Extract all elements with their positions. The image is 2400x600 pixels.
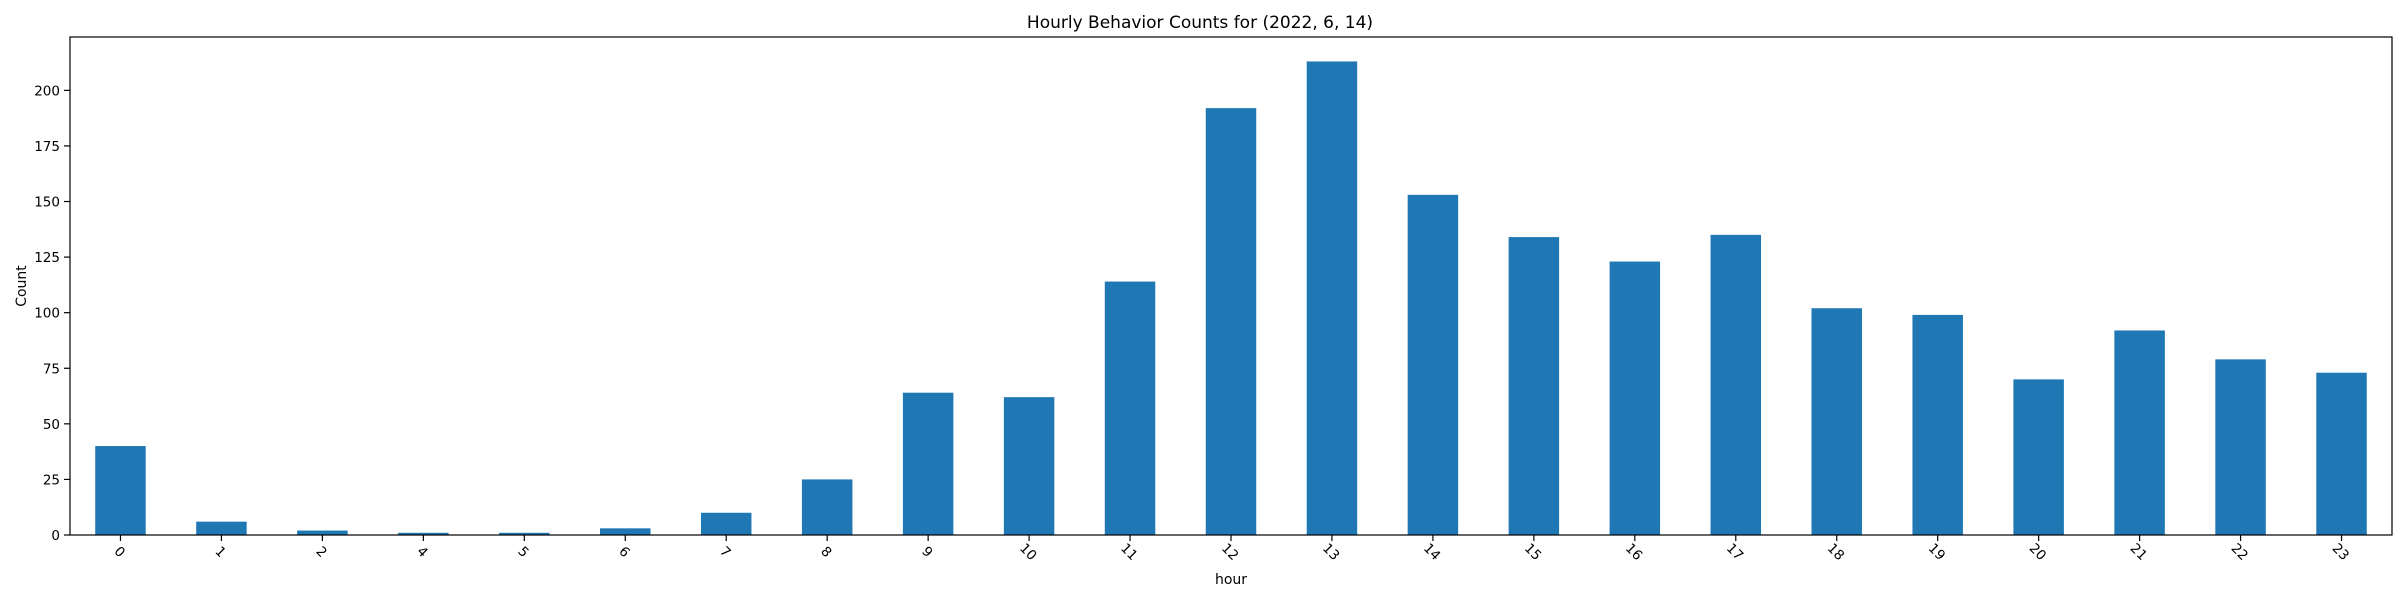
y-tick-label: 75 bbox=[43, 361, 60, 377]
bar-hour-18 bbox=[1811, 308, 1862, 535]
y-axis: 0 25 50 75 100 125 150 175 200 bbox=[34, 83, 70, 544]
bar-hour-17 bbox=[1710, 234, 1762, 535]
bar-hour-19 bbox=[1912, 314, 1963, 535]
y-tick-label: 50 bbox=[43, 417, 60, 433]
x-tick-label: 21 bbox=[2127, 540, 2150, 563]
y-axis-label: Count bbox=[14, 265, 30, 307]
x-tick-label: 18 bbox=[1824, 540, 1847, 563]
bars-group bbox=[95, 61, 2367, 536]
bar-hour-23 bbox=[2316, 372, 2367, 535]
x-tick-label: 10 bbox=[1016, 540, 1039, 563]
x-tick-label: 19 bbox=[1925, 540, 1948, 563]
y-tick-label: 25 bbox=[43, 472, 60, 488]
x-tick-label: 4 bbox=[413, 543, 430, 560]
bar-hour-15 bbox=[1508, 237, 1560, 535]
x-tick-label: 20 bbox=[2026, 540, 2049, 563]
bar-hour-4 bbox=[398, 532, 449, 535]
x-tick-label: 5 bbox=[514, 543, 531, 560]
bar-hour-21 bbox=[2114, 330, 2165, 535]
y-tick-label: 0 bbox=[51, 528, 60, 544]
x-axis: 0 1 2 4 5 6 7 8 9 10 11 12 13 14 15 16 17 18 19 20 21 22 23 bbox=[111, 535, 2352, 564]
y-tick-label: 125 bbox=[34, 250, 60, 266]
x-tick-label: 6 bbox=[615, 543, 632, 560]
x-tick-label: 23 bbox=[2329, 540, 2352, 563]
x-tick-label: 9 bbox=[918, 543, 935, 560]
bar-hour-5 bbox=[499, 532, 550, 535]
bar-hour-22 bbox=[2215, 359, 2266, 535]
x-tick-label: 11 bbox=[1117, 540, 1140, 563]
bar-hour-14 bbox=[1407, 194, 1459, 536]
x-axis-label: hour bbox=[1215, 572, 1247, 588]
x-tick-label: 7 bbox=[716, 543, 733, 560]
x-tick-label: 8 bbox=[817, 543, 834, 560]
x-tick-label: 2 bbox=[313, 543, 330, 560]
bar-hour-0 bbox=[95, 446, 146, 535]
bar-hour-10 bbox=[1003, 397, 1055, 535]
plot-frame bbox=[69, 36, 2393, 536]
bar-hour-6 bbox=[600, 528, 651, 535]
chart-title: Hourly Behavior Counts for (2022, 6, 14) bbox=[1027, 13, 1373, 33]
x-tick-label: 15 bbox=[1521, 540, 1544, 563]
x-tick-label: 0 bbox=[111, 543, 128, 560]
bar-hour-2 bbox=[297, 530, 348, 535]
x-tick-label: 22 bbox=[2228, 540, 2251, 563]
x-tick-label: 12 bbox=[1218, 540, 1241, 563]
y-tick-label: 200 bbox=[34, 83, 60, 99]
bar-hour-1 bbox=[196, 521, 247, 535]
y-tick-label: 100 bbox=[34, 306, 60, 322]
x-tick-label: 1 bbox=[212, 543, 229, 560]
x-tick-label: 13 bbox=[1319, 540, 1342, 563]
bar-hour-8 bbox=[801, 479, 853, 535]
x-tick-label: 14 bbox=[1420, 540, 1443, 563]
x-tick-label: 17 bbox=[1723, 540, 1746, 563]
y-tick-label: 175 bbox=[34, 139, 60, 155]
bar-hour-9 bbox=[902, 392, 954, 535]
bar-hour-20 bbox=[2013, 379, 2064, 535]
bar-hour-12 bbox=[1205, 108, 1257, 536]
y-tick-label: 150 bbox=[34, 195, 60, 211]
bar-hour-7 bbox=[700, 512, 752, 535]
bar-hour-16 bbox=[1609, 261, 1661, 535]
bar-hour-11 bbox=[1104, 281, 1156, 535]
x-tick-label: 16 bbox=[1622, 540, 1645, 563]
bar-hour-13 bbox=[1306, 61, 1358, 536]
